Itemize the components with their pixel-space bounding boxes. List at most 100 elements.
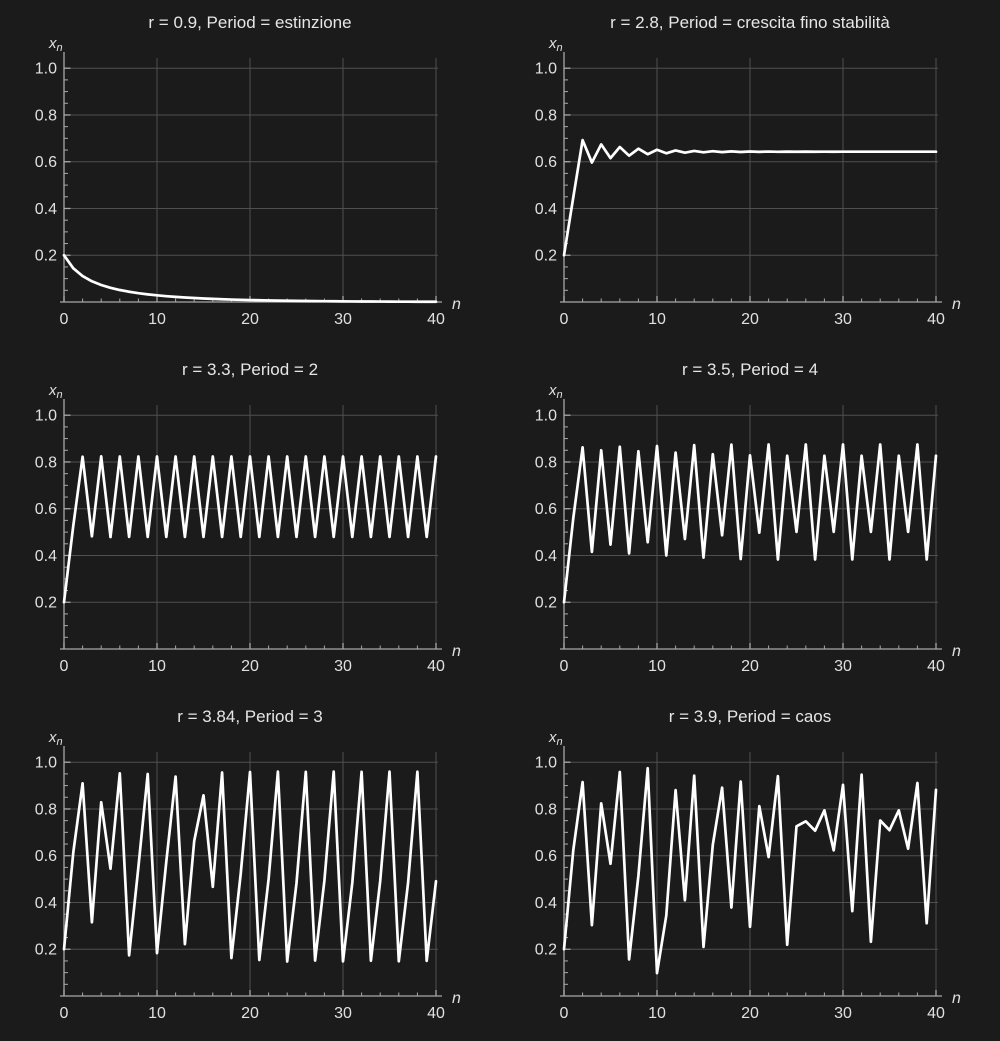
tick-labels: 0 10 20 30 40 0.2 0.4 0.6 0.8 1.0 [35,61,445,328]
y-tick-label: 0.2 [535,248,557,265]
x-tick-label: 20 [241,1005,259,1022]
y-axis-label: xn [548,35,563,54]
x-axis-label: n [452,296,461,313]
x-tick-label: 30 [834,1005,852,1022]
panel-r-35-period-4: r = 3.5, Period = 4 0 10 20 30 40 0.2 0.4 0.6 0.… [500,347,1000,694]
x-tick-label: 0 [60,1005,69,1022]
x-tick-label: 30 [334,311,352,328]
x-axis-label: n [452,643,461,660]
tick-labels: 0 10 20 30 40 0.2 0.4 0.6 0.8 1.0 [535,61,945,328]
line-chart-r-09: 0 10 20 30 40 0.2 0.4 0.6 0.8 1.0 n xn [35,35,461,328]
y-tick-label: 1.0 [535,755,557,772]
plot-title: r = 2.8, Period = crescita fino stabilit… [610,13,890,32]
tick-labels: 0 10 20 30 40 0.2 0.4 0.6 0.8 1.0 [535,408,945,675]
y-tick-label: 0.2 [35,595,57,612]
y-tick-label: 1.0 [535,408,557,425]
y-tick-label: 0.8 [535,454,557,471]
x-tick-label: 0 [560,1005,569,1022]
axes [560,746,942,997]
y-tick-label: 0.4 [35,548,57,565]
y-axis-label: xn [48,382,63,401]
x-tick-label: 30 [334,1005,352,1022]
panel-r-09-estinzione: r = 0.9, Period = estinzione 0 10 20 30 40 0.… [0,0,500,347]
data-line [562,766,938,975]
plot-title: r = 3.9, Period = caos [668,707,832,726]
y-tick-label: 0.8 [35,107,57,124]
x-tick-label: 40 [927,658,945,675]
axes [60,52,442,303]
grid-lines [64,58,438,302]
grid-lines [564,405,938,649]
x-axis-label: n [952,643,961,660]
y-tick-label: 0.2 [535,942,557,959]
line-chart-r-384: 0 10 20 30 40 0.2 0.4 0.6 0.8 1.0 n xn [35,729,461,1022]
x-tick-label: 10 [648,311,666,328]
plot-title: r = 3.3, Period = 2 [181,360,319,379]
x-tick-label: 40 [427,1005,445,1022]
plot-title: r = 0.9, Period = estinzione [148,13,352,32]
x-tick-label: 30 [334,658,352,675]
y-tick-label: 0.6 [535,848,557,865]
x-tick-label: 0 [560,311,569,328]
x-tick-label: 10 [148,311,166,328]
y-tick-label: 0.4 [535,548,557,565]
axes [60,746,442,997]
x-tick-label: 0 [60,311,69,328]
y-axis-label: xn [48,35,63,54]
x-tick-label: 20 [741,658,759,675]
y-tick-label: 1.0 [35,61,57,78]
x-axis-label: n [952,990,961,1007]
panel-r-33-period-2: r = 3.3, Period = 2 0 10 20 30 40 0.2 0.4 0.6 0.… [0,347,500,694]
data-line [562,443,938,604]
tick-labels: 0 10 20 30 40 0.2 0.4 0.6 0.8 1.0 [35,755,445,1022]
x-tick-label: 10 [648,658,666,675]
line-chart-r-33: 0 10 20 30 40 0.2 0.4 0.6 0.8 1.0 n xn [35,382,461,675]
y-tick-label: 0.8 [35,454,57,471]
plot-title: r = 3.84, Period = 3 [177,707,323,726]
y-tick-label: 0.6 [35,848,57,865]
x-tick-label: 40 [427,311,445,328]
axes [60,399,442,650]
y-tick-label: 0.2 [35,248,57,265]
y-tick-label: 0.8 [535,107,557,124]
panel-r-384-period-3: r = 3.84, Period = 3 0 10 20 30 40 0.2 0.4 0.6 0… [0,694,500,1041]
x-tick-label: 40 [927,311,945,328]
x-tick-label: 10 [148,658,166,675]
x-tick-label: 20 [741,311,759,328]
x-tick-label: 40 [927,1005,945,1022]
grid-lines [564,58,938,302]
line-chart-r-39: 0 10 20 30 40 0.2 0.4 0.6 0.8 1.0 n xn [535,729,961,1022]
x-axis-label: n [952,296,961,313]
grid-lines [64,405,438,649]
y-tick-label: 0.8 [535,801,557,818]
y-tick-label: 1.0 [35,408,57,425]
plot-title: r = 3.5, Period = 4 [681,360,819,379]
x-tick-label: 40 [427,658,445,675]
data-line [62,253,438,304]
line-chart-r-28: 0 10 20 30 40 0.2 0.4 0.6 0.8 1.0 n xn [535,35,961,328]
y-axis-label: xn [548,729,563,748]
y-tick-label: 0.2 [535,595,557,612]
x-axis-label: n [452,990,461,1007]
axes [560,399,942,650]
y-tick-label: 0.4 [35,201,57,218]
y-tick-label: 0.2 [35,942,57,959]
data-line [62,770,438,963]
x-tick-label: 0 [60,658,69,675]
y-axis-label: xn [548,382,563,401]
data-line [562,138,938,257]
y-tick-label: 1.0 [35,755,57,772]
axes [560,52,942,303]
y-tick-label: 0.4 [35,895,57,912]
x-tick-label: 20 [241,658,259,675]
y-tick-label: 1.0 [535,61,557,78]
y-tick-label: 0.6 [535,154,557,171]
tick-labels: 0 10 20 30 40 0.2 0.4 0.6 0.8 1.0 [535,755,945,1022]
x-tick-label: 20 [741,1005,759,1022]
x-tick-label: 30 [834,311,852,328]
panel-r-39-caos: r = 3.9, Period = caos 0 10 20 30 40 0.2 0.4 0.… [500,694,1000,1041]
x-tick-label: 10 [148,1005,166,1022]
panel-r-28-crescita-stabilita: r = 2.8, Period = crescita fino stabilit… [500,0,1000,347]
y-tick-label: 0.4 [535,201,557,218]
y-tick-label: 0.6 [35,154,57,171]
